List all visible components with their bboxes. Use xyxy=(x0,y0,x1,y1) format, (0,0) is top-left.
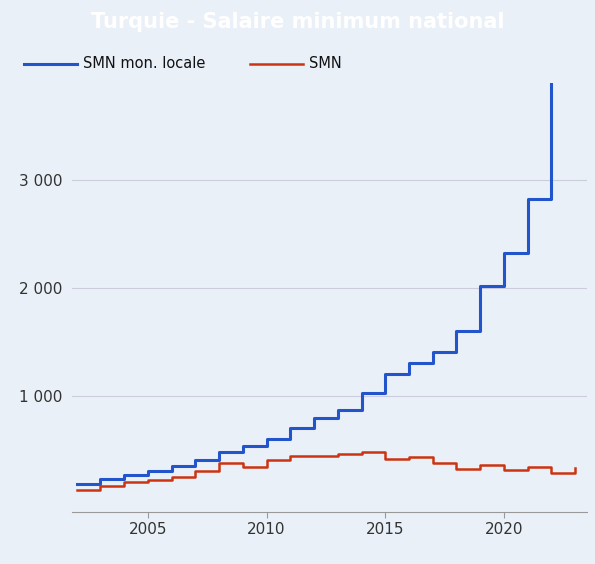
Text: SMN: SMN xyxy=(309,56,342,72)
Text: Turquie - Salaire minimum national: Turquie - Salaire minimum national xyxy=(91,12,504,33)
Text: SMN mon. locale: SMN mon. locale xyxy=(83,56,206,72)
